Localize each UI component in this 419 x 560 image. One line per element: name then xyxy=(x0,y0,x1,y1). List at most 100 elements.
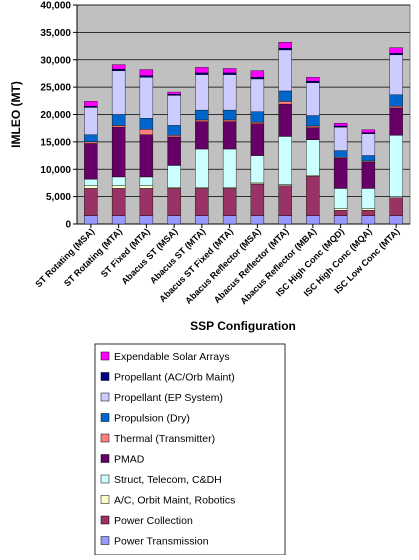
bar-segment xyxy=(222,215,237,225)
legend-entry: A/C, Orbit Maint, Robotics xyxy=(114,495,235,507)
bar-segment xyxy=(84,101,98,107)
bar-segment xyxy=(389,52,403,56)
legend-entry: Thermal (Transmitter) xyxy=(114,433,215,445)
bar-segment xyxy=(139,129,154,135)
bar-segment xyxy=(111,126,126,178)
bar-segment xyxy=(389,215,403,225)
bar-segment xyxy=(167,125,181,136)
bar-segment xyxy=(250,121,265,125)
category-labels: ST Rotating (MSA)ST Rotating (MTA)ST Fix… xyxy=(33,226,401,306)
x-axis-title: SSP Configuration xyxy=(190,319,296,333)
bar-segment xyxy=(111,114,126,126)
bar-segment xyxy=(250,123,265,156)
legend-swatch xyxy=(100,454,110,463)
bar-segment xyxy=(167,136,181,166)
legend-swatch xyxy=(100,413,110,422)
bar-segment xyxy=(111,68,126,71)
bar-segment xyxy=(361,215,376,225)
legend-swatch xyxy=(100,515,110,525)
legend-swatch xyxy=(100,372,110,381)
bar-segment xyxy=(111,70,126,115)
bar-segment xyxy=(250,215,265,225)
bar-segment xyxy=(306,127,320,140)
y-tick-labels: 0 5,000 10,000 15,000 20,000 25,000 30,000 35,0… xyxy=(40,1,71,231)
bar-segment xyxy=(195,188,209,216)
bar-segment xyxy=(84,178,98,186)
bar-segment xyxy=(167,188,181,216)
y-tick-label: 35,000 xyxy=(40,28,71,39)
bar-segment xyxy=(278,215,292,225)
bar-segment xyxy=(195,67,209,74)
legend-swatch xyxy=(100,392,110,402)
bar-segment xyxy=(361,188,376,209)
bar-segment xyxy=(278,136,292,185)
bar-segment xyxy=(389,54,403,95)
legend: Expendable Solar Arrays Propellant (AC/Or… xyxy=(94,343,286,556)
bar-segment xyxy=(222,74,237,111)
bar-segment xyxy=(361,210,376,216)
legend-entry: Power Collection xyxy=(114,515,193,527)
bar-segment xyxy=(389,107,403,136)
bar-segment xyxy=(389,47,403,54)
bar-segment xyxy=(222,188,237,216)
bar-segment xyxy=(250,111,265,123)
bar-segment xyxy=(84,188,98,216)
bar-segment xyxy=(195,74,209,111)
y-tick-label: 10,000 xyxy=(40,165,71,176)
legend-entry: Propellant (EP System) xyxy=(114,392,223,404)
bar-segment xyxy=(306,139,320,176)
bar-segment xyxy=(222,148,237,188)
bar-segment xyxy=(139,215,154,225)
legend-swatch xyxy=(100,536,110,545)
bar-segment xyxy=(139,176,154,186)
bar-segment xyxy=(278,103,292,137)
legend-box xyxy=(94,343,286,556)
bar-segment xyxy=(195,109,209,121)
y-tick-label: 40,000 xyxy=(40,1,71,12)
bar-segment xyxy=(84,141,98,144)
bar-segment xyxy=(139,118,154,130)
bar-segment xyxy=(278,90,292,102)
y-tick-label: 0 xyxy=(65,220,71,231)
bar-segment xyxy=(167,135,181,138)
bar-segment xyxy=(111,176,126,186)
bar-segment xyxy=(139,75,154,78)
legend-swatch xyxy=(100,433,110,443)
bar-segment xyxy=(306,77,320,82)
bar-segment xyxy=(195,119,209,122)
bar-segment xyxy=(167,95,181,126)
y-tick-label: 25,000 xyxy=(40,83,71,94)
bar-segment xyxy=(361,129,376,133)
bar-segment xyxy=(84,143,98,180)
bar-segment xyxy=(111,125,126,128)
bar-segment xyxy=(84,107,98,135)
bar-segment xyxy=(222,72,237,75)
legend-entry: Struct, Telecom, C&DH xyxy=(114,474,222,486)
bar-segment xyxy=(389,197,403,216)
bar-segment xyxy=(278,48,292,51)
bar-segment xyxy=(250,70,265,78)
bar-segment xyxy=(333,188,348,209)
bar-segment xyxy=(361,161,376,189)
y-tick-label: 30,000 xyxy=(40,55,71,66)
bar-segment xyxy=(139,69,154,76)
bars xyxy=(84,42,403,225)
bar-segment xyxy=(139,134,154,178)
legend-entry: PMAD xyxy=(114,454,145,466)
bar-segment xyxy=(167,215,181,225)
bar-segment xyxy=(306,125,320,128)
bar-segment xyxy=(306,80,320,83)
legend-entry: Power Transmission xyxy=(114,536,209,548)
legend-swatch xyxy=(100,474,110,484)
bar-segment xyxy=(333,123,348,127)
bar-segment xyxy=(389,106,403,109)
bar-segment xyxy=(222,109,237,121)
bar-segment xyxy=(84,215,98,225)
bar-segment xyxy=(306,115,320,127)
legend-entry: Expendable Solar Arrays xyxy=(114,351,230,363)
bar-segment xyxy=(195,215,209,225)
bar-segment xyxy=(250,183,265,216)
bar-segment xyxy=(306,82,320,116)
